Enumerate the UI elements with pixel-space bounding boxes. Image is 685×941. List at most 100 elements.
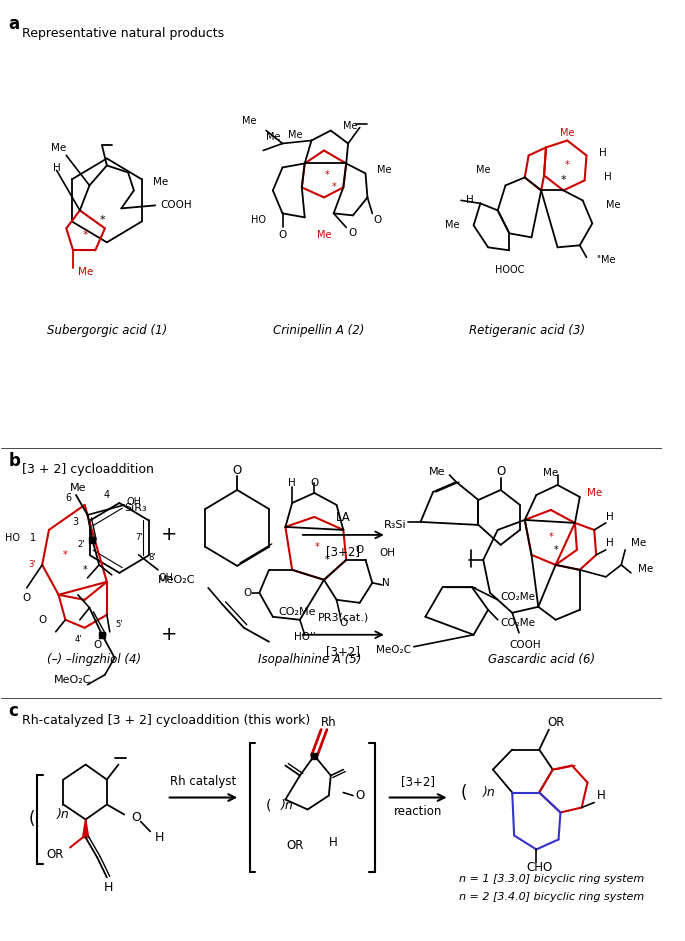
Text: OR: OR: [286, 839, 303, 852]
Text: Me: Me: [445, 220, 459, 231]
Text: MeO₂C: MeO₂C: [376, 645, 411, 655]
Text: R₃Si: R₃Si: [384, 520, 406, 530]
Text: Me: Me: [342, 120, 358, 131]
Text: a: a: [8, 15, 20, 33]
Text: Me: Me: [242, 116, 257, 125]
Text: OR: OR: [46, 848, 64, 861]
Text: COOH: COOH: [160, 200, 192, 211]
Text: H: H: [329, 836, 338, 849]
Text: +: +: [162, 625, 178, 645]
Text: O: O: [373, 215, 382, 226]
Text: Me: Me: [543, 468, 558, 478]
Text: CHO: CHO: [526, 861, 552, 874]
Text: Gascardic acid (6): Gascardic acid (6): [488, 653, 595, 666]
Text: HO'': HO'': [294, 631, 316, 642]
Text: Me: Me: [316, 231, 332, 240]
Text: Me: Me: [429, 467, 445, 477]
Text: Me: Me: [586, 488, 602, 498]
Text: 8': 8': [149, 553, 156, 563]
Text: Me: Me: [475, 166, 490, 175]
Text: (: (: [461, 784, 467, 802]
Text: OH: OH: [379, 548, 395, 558]
Text: Me: Me: [288, 131, 302, 140]
Text: b: b: [8, 452, 21, 470]
Text: [3+2]: [3+2]: [401, 775, 434, 788]
Text: O: O: [339, 618, 347, 628]
Text: Me: Me: [606, 200, 621, 211]
Text: H: H: [606, 512, 614, 522]
Text: COOH: COOH: [509, 640, 540, 649]
Text: Me: Me: [377, 166, 392, 175]
Text: *: *: [63, 550, 68, 560]
Text: H: H: [155, 831, 164, 844]
Text: [3 + 2] cycloaddition: [3 + 2] cycloaddition: [22, 463, 154, 476]
Text: PR3(cat.): PR3(cat.): [318, 613, 369, 623]
Text: H: H: [604, 172, 612, 183]
Text: O: O: [349, 229, 357, 238]
Text: 2': 2': [77, 540, 84, 550]
Text: Me: Me: [51, 143, 66, 153]
Text: H: H: [599, 149, 607, 158]
Text: O: O: [232, 464, 242, 476]
Text: Rh: Rh: [321, 716, 336, 729]
Text: MeO₂C: MeO₂C: [158, 575, 196, 585]
Text: 4: 4: [104, 490, 110, 500]
Text: HO: HO: [251, 215, 266, 226]
Text: OH: OH: [126, 497, 141, 507]
Text: 7': 7': [135, 534, 142, 542]
Text: O: O: [310, 478, 319, 488]
Text: reaction: reaction: [393, 805, 442, 818]
Text: O: O: [356, 789, 365, 802]
Text: )n: )n: [281, 799, 293, 812]
Text: Retigeranic acid (3): Retigeranic acid (3): [469, 324, 585, 337]
Text: O: O: [23, 593, 31, 603]
Text: H: H: [288, 478, 296, 488]
Text: LA: LA: [336, 511, 351, 524]
Text: CO₂Me: CO₂Me: [279, 607, 316, 616]
Text: n = 2 [3.4.0] bicyclic ring system: n = 2 [3.4.0] bicyclic ring system: [459, 892, 645, 902]
Text: Me: Me: [266, 133, 280, 142]
Text: )n: )n: [57, 808, 69, 821]
Text: O: O: [356, 545, 364, 555]
Text: 6: 6: [65, 493, 71, 502]
Text: (: (: [28, 810, 35, 828]
Text: Me: Me: [70, 483, 87, 493]
Text: Me: Me: [78, 267, 93, 278]
Text: O: O: [243, 588, 251, 598]
Text: *: *: [549, 532, 553, 542]
Text: *: *: [332, 183, 336, 192]
Text: (–) –lingzhiol (4): (–) –lingzhiol (4): [47, 653, 141, 666]
Text: CO₂Me: CO₂Me: [501, 618, 536, 628]
Text: Me: Me: [560, 129, 575, 138]
Text: Representative natural products: Representative natural products: [22, 26, 224, 40]
Text: *: *: [325, 555, 329, 565]
Text: 4': 4': [74, 635, 82, 645]
Text: 3': 3': [29, 560, 36, 569]
Text: 1: 1: [29, 533, 36, 543]
Text: )n: )n: [483, 786, 496, 799]
Text: [3+2]: [3+2]: [326, 646, 360, 659]
Text: O: O: [278, 231, 286, 240]
Text: H: H: [606, 538, 614, 548]
Text: *: *: [83, 231, 88, 240]
Text: O: O: [93, 640, 101, 649]
Text: O: O: [131, 811, 141, 824]
Text: Crinipellin A (2): Crinipellin A (2): [273, 324, 365, 337]
Text: n = 1 [3.3.0] bicyclic ring system: n = 1 [3.3.0] bicyclic ring system: [459, 874, 645, 885]
Text: Me: Me: [631, 538, 646, 548]
Text: O: O: [38, 614, 47, 625]
Text: *: *: [325, 170, 329, 181]
Text: O: O: [496, 466, 506, 478]
Polygon shape: [83, 820, 88, 837]
Text: Me: Me: [638, 564, 653, 574]
Text: Subergorgic acid (1): Subergorgic acid (1): [47, 324, 167, 337]
Text: OR: OR: [547, 716, 564, 729]
Text: Isopalhinine A (5): Isopalhinine A (5): [258, 653, 361, 666]
Text: CO₂Me: CO₂Me: [501, 592, 536, 602]
Text: H: H: [597, 789, 606, 802]
Text: HOOC: HOOC: [495, 265, 524, 276]
Text: HO: HO: [5, 533, 20, 543]
Text: [3+2]: [3+2]: [326, 546, 360, 558]
Text: 5': 5': [116, 620, 123, 630]
Text: *: *: [99, 215, 105, 226]
